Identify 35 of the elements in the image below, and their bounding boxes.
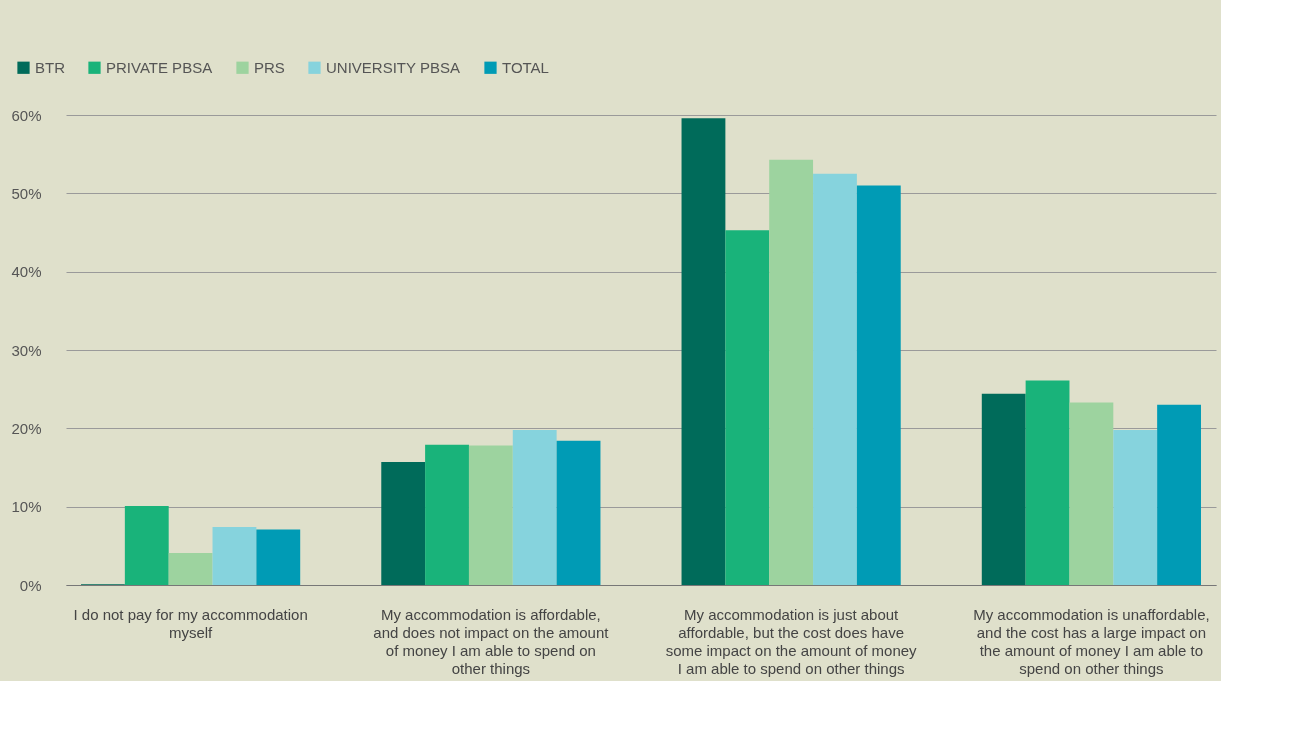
x-tick-label: My accommodation is affordable, and does not impact on the amount of money I am able to spend on other things [373,605,610,677]
y-tick-label: 40% [11,263,42,281]
bar [212,527,257,585]
bar [856,185,901,585]
bar [1069,402,1114,585]
bar [813,173,857,585]
y-tick-label: 60% [11,106,42,124]
bar [1113,429,1158,585]
bar [769,159,814,585]
legend-label: BTR [35,58,66,76]
bar [556,440,601,585]
bar [124,505,169,585]
y-tick-label: 10% [11,498,42,516]
bar [256,529,301,585]
bar [168,552,213,585]
x-tick-label: I do not pay for my accommodation myself [73,605,308,641]
legend-label: PRS [254,58,285,76]
y-tick-label: 50% [11,184,42,202]
bar [468,445,513,585]
legend-label: PRIVATE PBSA [106,58,213,76]
x-tick-label: My accommodation is unaffordable, and the cost has a large impact on the amount of money I am able to spend on other things [973,605,1210,677]
bar [981,393,1026,585]
bar [381,462,426,585]
bar [725,230,770,585]
bar [1025,380,1070,585]
bar [681,118,726,585]
legend-label: TOTAL [502,58,549,76]
y-tick-label: 0% [19,576,42,594]
x-tick-label: My accommodation is just about affordable, but the cost does have some impact on the amount of money I am able to spend on other things [665,605,918,677]
y-tick-label: 30% [11,341,42,359]
bar [425,444,469,585]
bar [512,429,557,585]
legend-label: UNIVERSITY PBSA [326,58,460,76]
bar [1157,404,1201,585]
y-tick-label: 20% [11,419,42,437]
